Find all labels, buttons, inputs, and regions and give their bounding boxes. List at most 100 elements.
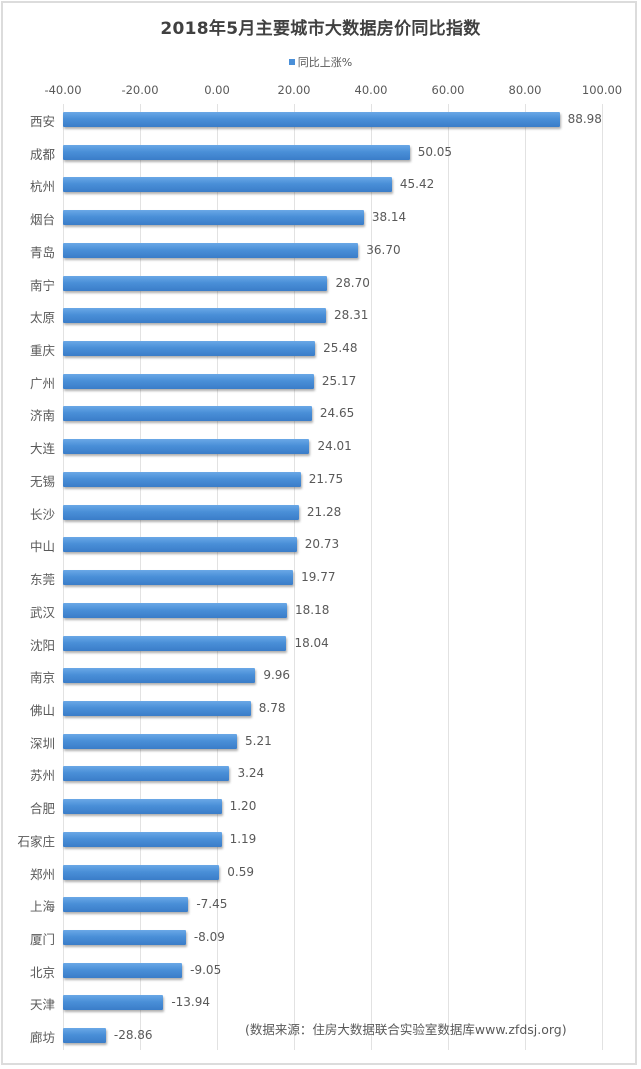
data-label: 9.96 <box>263 668 291 683</box>
data-label: 19.77 <box>301 570 336 585</box>
category-label: 沈阳 <box>29 637 55 653</box>
gridline <box>448 104 449 1050</box>
category-label: 太原 <box>29 310 55 326</box>
category-label: 广州 <box>29 375 55 391</box>
bar <box>63 112 560 127</box>
x-tick-label: 80.00 <box>508 83 542 97</box>
bar <box>63 766 230 782</box>
category-label: 济南 <box>29 408 55 424</box>
category-label: 成都 <box>29 146 55 162</box>
category-label: 长沙 <box>29 506 55 522</box>
bar <box>63 537 297 553</box>
category-label: 重庆 <box>29 343 55 359</box>
data-label: 1.20 <box>229 799 257 814</box>
category-label: 烟台 <box>29 212 55 228</box>
data-label: 21.28 <box>306 504 342 519</box>
data-label: -9.05 <box>190 962 222 977</box>
bar <box>63 733 238 749</box>
data-label: 18.18 <box>294 602 330 617</box>
data-label: 5.21 <box>245 733 272 748</box>
data-label: 36.70 <box>366 242 401 257</box>
bar <box>63 570 294 586</box>
data-label: 45.42 <box>399 177 435 192</box>
category-label: 佛山 <box>29 702 55 718</box>
data-label: 88.98 <box>567 112 602 126</box>
bar <box>63 504 299 520</box>
x-tick-label: 40.00 <box>354 83 388 97</box>
bar <box>63 1028 106 1044</box>
bar <box>63 700 251 716</box>
data-label: 8.78 <box>258 700 286 715</box>
category-label: 北京 <box>29 964 55 980</box>
category-label: 上海 <box>29 899 55 915</box>
data-label: 24.65 <box>319 406 355 421</box>
category-label: 武汉 <box>29 604 55 620</box>
category-label: 东莞 <box>29 572 55 588</box>
category-label: 苏州 <box>29 768 55 784</box>
category-label: 石家庄 <box>17 833 55 849</box>
bar <box>63 341 316 357</box>
category-label: 深圳 <box>29 735 55 751</box>
data-label: -8.09 <box>193 930 225 944</box>
bar <box>63 962 183 978</box>
bar <box>63 995 164 1011</box>
bar <box>63 373 314 389</box>
data-label: -28.86 <box>113 1028 153 1043</box>
category-label: 合肥 <box>29 801 55 817</box>
data-label: 38.14 <box>371 210 407 225</box>
source-annotation: (数据来源：住房大数据联合实验室数据库www.zfdsj.org) <box>245 1022 567 1037</box>
bar <box>63 635 287 651</box>
bar <box>63 668 256 684</box>
category-label: 廊坊 <box>29 1030 55 1046</box>
x-tick-label: -20.00 <box>121 83 159 97</box>
bar <box>63 864 220 880</box>
legend-swatch-icon <box>288 59 295 65</box>
data-label: 3.24 <box>237 766 265 781</box>
data-label: 25.17 <box>321 373 357 388</box>
legend: 同比上涨% <box>0 54 641 70</box>
data-label: 50.05 <box>417 144 453 159</box>
gridline <box>294 104 295 1050</box>
bar <box>63 308 326 324</box>
category-label: 天津 <box>29 997 55 1013</box>
bar <box>63 897 189 913</box>
x-tick-label: 60.00 <box>431 83 465 97</box>
bar <box>63 275 328 291</box>
data-label: 25.48 <box>323 341 358 356</box>
bar <box>63 177 392 193</box>
data-label: 18.04 <box>294 635 329 650</box>
bar <box>63 930 186 945</box>
data-label: 1.19 <box>229 831 257 846</box>
data-label: -7.45 <box>196 897 228 912</box>
data-label: 21.75 <box>308 471 344 486</box>
data-label: 28.31 <box>333 308 369 323</box>
bar <box>63 210 364 226</box>
bar <box>63 144 410 160</box>
bar <box>63 471 301 487</box>
category-label: 西安 <box>29 114 55 129</box>
data-label: 24.01 <box>317 439 352 454</box>
category-label: 青岛 <box>29 244 55 260</box>
x-tick-label: 0.00 <box>204 83 230 97</box>
bar <box>63 831 222 847</box>
category-label: 杭州 <box>29 179 55 195</box>
data-label: -13.94 <box>171 995 211 1010</box>
bar <box>63 242 359 258</box>
gridline <box>525 104 526 1050</box>
chart-title: 2018年5月主要城市大数据房价同比指数 <box>160 19 481 39</box>
x-tick-label: 20.00 <box>277 83 311 97</box>
data-label: 20.73 <box>304 537 340 552</box>
category-label: 无锡 <box>29 473 55 489</box>
data-label: 0.59 <box>227 864 254 879</box>
category-label: 南宁 <box>29 277 55 293</box>
gridline <box>602 104 603 1050</box>
bar <box>63 799 222 815</box>
category-label: 厦门 <box>29 932 55 947</box>
x-tick-label: -40.00 <box>44 83 82 97</box>
legend-label: 同比上涨% <box>297 56 353 69</box>
gridline <box>371 104 372 1050</box>
bar <box>63 602 287 618</box>
bar <box>63 439 310 455</box>
category-label: 郑州 <box>29 866 55 882</box>
category-label: 中山 <box>29 539 55 555</box>
